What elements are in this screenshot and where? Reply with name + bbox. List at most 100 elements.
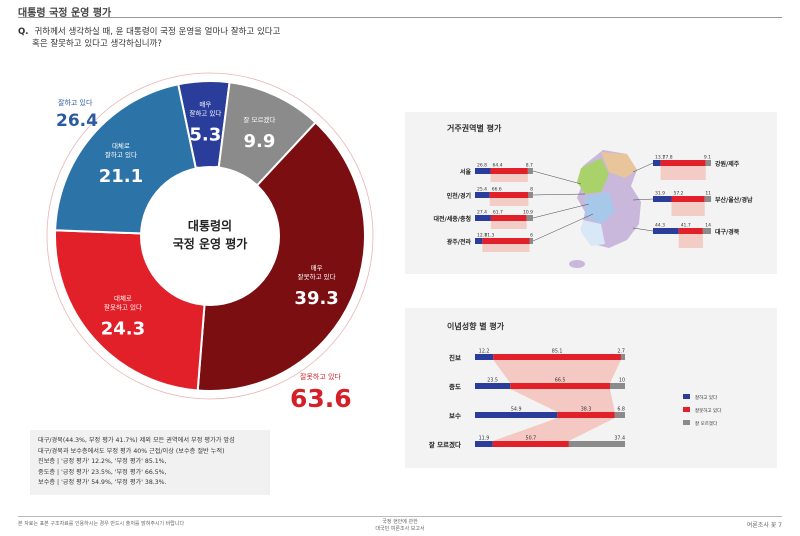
ideology-bar-value: 50.7 — [526, 436, 537, 442]
map-region — [585, 192, 615, 224]
region-label: 대구/경북 — [715, 228, 740, 236]
region-bar-value: 9.1 — [704, 155, 711, 161]
slice-value: 21.1 — [99, 166, 143, 187]
region-band — [490, 221, 527, 229]
legend-swatch — [683, 394, 690, 399]
region-bar-segment — [490, 215, 527, 221]
ideology-bar-segment — [492, 441, 569, 447]
region-label: 인천/경기 — [447, 192, 471, 200]
ideology-bar-segment — [610, 383, 625, 389]
region-band — [671, 202, 705, 216]
center-label: 국정 운영 평가 — [173, 236, 248, 251]
map-region — [577, 158, 609, 194]
region-bar-segment — [475, 168, 491, 174]
region-bar-segment — [702, 228, 711, 234]
region-bar-value: 11 — [705, 191, 711, 197]
total-negative-label: 잘못하고 있다 — [300, 372, 341, 381]
region-bar-value: 6 — [530, 233, 533, 239]
ideology-label: 진보 — [449, 353, 461, 362]
region-bar-value: 81.3 — [484, 233, 494, 239]
ideology-bar-value: 54.9 — [511, 407, 522, 413]
region-bar-value: 44.3 — [655, 223, 665, 229]
ideology-label: 잘 모르겠다 — [429, 440, 461, 449]
question-line1: 귀하께서 생각하실 때, 윤 대통령이 국정 운영을 얼마나 잘하고 있다고 — [34, 27, 281, 37]
region-bar-segment — [653, 160, 661, 166]
ideology-bar-segment — [510, 383, 610, 389]
ideology-bar-segment — [475, 383, 511, 389]
region-leader — [632, 227, 654, 232]
region-band — [489, 198, 529, 206]
ideology-bar-value: 11.9 — [479, 436, 490, 442]
region-bar-value: 26.8 — [477, 163, 487, 169]
region-leader — [632, 162, 654, 173]
region-label: 강원/제주 — [715, 160, 740, 168]
region-label: 광주/전라 — [447, 238, 472, 246]
region-bar-segment — [526, 215, 533, 221]
region-leader — [532, 170, 582, 185]
region-bar-segment — [475, 238, 483, 244]
region-chart: 26.8 64.4 8.7 서울 25.4 66.6 8 인천/경기 27.4 61.7 10.9 대… — [433, 150, 753, 268]
slice-label: 대체로 — [114, 294, 132, 302]
ideology-bar-value: 85.1 — [552, 349, 563, 355]
legend-label: 잘 모르겠다 — [695, 420, 718, 427]
legend-label: 잘하고 있다 — [695, 394, 718, 401]
ideology-bar-value: 12.2 — [479, 349, 490, 355]
ideology-bar-value: 23.5 — [487, 378, 498, 384]
center-label: 대통령의 — [188, 218, 232, 233]
region-leader — [532, 203, 590, 219]
ideology-bar-value: 10 — [619, 378, 625, 384]
donut-hole — [140, 166, 280, 306]
ideology-bar-segment — [557, 412, 615, 418]
header-divider — [18, 17, 782, 18]
footer-right: 여론조사 꽃 7 — [746, 522, 782, 529]
region-bar-segment — [482, 238, 530, 244]
footer-left: 본 자료는 표본 구조자료를 인용하시는 경우 반드시 출처를 밝혀주시기 바랍… — [18, 521, 185, 527]
region-bar-segment — [527, 168, 533, 174]
slice-label: 잘못하고 있다 — [104, 302, 142, 311]
question: Q. 귀하께서 생각하실 때, 윤 대통령이 국정 운영을 얼마나 잘하고 있다고… — [18, 26, 280, 50]
ideology-label: 보수 — [449, 412, 461, 420]
region-bar-value: 57.2 — [674, 191, 684, 197]
legend-swatch — [683, 407, 690, 412]
map-region — [601, 152, 637, 178]
region-bar-segment — [529, 238, 533, 244]
question-line2: 혹은 잘못하고 있다고 생각하십니까? — [32, 39, 162, 49]
legend-label: 잘못하고 있다 — [695, 407, 722, 414]
ideology-bar-segment — [614, 412, 625, 418]
total-positive-value: 26.4 — [56, 111, 98, 131]
region-bar-segment — [490, 168, 528, 174]
notes-box: 대구/경북(44.3%, 부정 평가 41.7%) 제외 모든 권역에서 부정 … — [30, 430, 270, 495]
ideology-bar-segment — [568, 441, 625, 447]
region-bar-segment — [653, 196, 672, 202]
ideology-band — [492, 418, 615, 441]
slice-value: 5.3 — [189, 125, 221, 146]
footer-center-line1: 국정 현안에 관한 — [382, 519, 418, 525]
region-bar-value: 41.7 — [681, 223, 691, 229]
region-bar-segment — [528, 192, 533, 198]
ideology-bar-segment — [475, 441, 493, 447]
ideology-bar-value: 2.7 — [617, 349, 625, 355]
region-bar-value: 66.6 — [492, 187, 502, 193]
region-bar-value: 13.1 — [655, 155, 665, 161]
total-positive-label: 잘하고 있다 — [58, 98, 93, 107]
region-panel-title: 거주권역별 평가 — [447, 124, 502, 133]
ideology-bar-segment — [475, 354, 494, 360]
region-label: 서울 — [460, 168, 472, 176]
region-bar-value: 10.9 — [523, 210, 533, 216]
slice-label: 잘하고 있다 — [105, 150, 137, 159]
ideology-chart: 진보 12.2 85.1 2.7 중도 23.5 66.5 10 보수 54.9 38.3 6.8 잘 … — [429, 349, 722, 450]
ideology-bar-segment — [475, 412, 558, 418]
region-leader — [632, 198, 654, 201]
slice-label: 잘못하고 있다 — [298, 272, 336, 281]
note-line: 진보층 | '긍정 평가' 12.2%, '부정 평가' 85.1%, — [38, 458, 167, 465]
slice-label: 매우 — [199, 101, 211, 109]
slice-value: 9.9 — [243, 131, 275, 152]
region-bar-value: 31.9 — [655, 191, 665, 197]
footer-divider — [18, 516, 782, 517]
region-leader — [532, 213, 594, 242]
ideology-band — [510, 389, 615, 412]
note-line: 대구/경북과 보수층에서도 부정 평가 40% 근접/이상 (보수층 절반 누적… — [38, 447, 225, 455]
region-bar-segment — [475, 192, 490, 198]
region-band — [490, 174, 528, 182]
